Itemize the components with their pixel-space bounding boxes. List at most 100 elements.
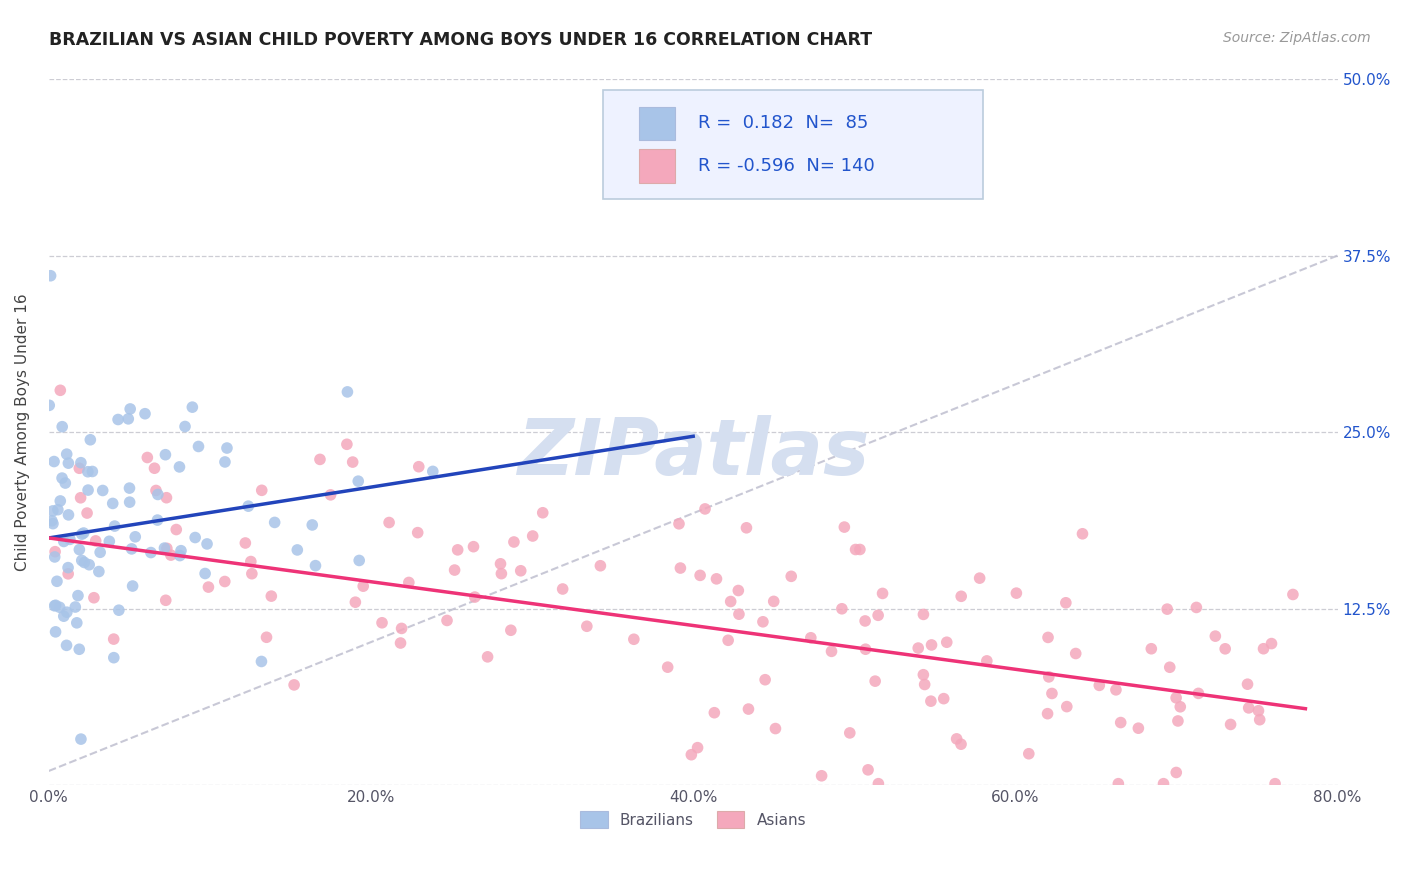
Point	[156, 541, 179, 556]
Point	[706, 572, 728, 586]
Point	[1253, 641, 1275, 656]
Point	[41, 514, 63, 528]
Point	[1036, 631, 1059, 645]
Point	[391, 622, 413, 636]
Point	[52, 534, 75, 549]
Point	[1105, 682, 1128, 697]
Point	[347, 474, 370, 488]
Point	[1109, 715, 1132, 730]
Point	[84, 533, 107, 548]
Point	[868, 608, 890, 623]
Point	[1166, 765, 1188, 780]
Point	[56, 605, 79, 619]
Point	[169, 459, 191, 474]
Point	[464, 590, 486, 604]
Point	[76, 506, 98, 520]
Point	[256, 630, 278, 644]
Point	[70, 527, 93, 541]
Point	[87, 565, 110, 579]
Point	[1236, 677, 1258, 691]
Point	[1168, 699, 1191, 714]
Point	[575, 619, 598, 633]
Point	[77, 483, 100, 497]
Point	[765, 722, 787, 736]
Point	[1249, 713, 1271, 727]
Point	[44, 549, 66, 564]
Point	[344, 595, 367, 609]
Point	[121, 541, 143, 556]
Point	[1264, 777, 1286, 791]
Point	[263, 516, 285, 530]
Point	[754, 673, 776, 687]
Point	[91, 483, 114, 498]
Point	[491, 566, 513, 581]
Point	[1247, 704, 1270, 718]
Point	[1005, 586, 1028, 600]
Point	[38, 398, 60, 412]
Point	[443, 563, 465, 577]
Point	[89, 545, 111, 559]
Point	[728, 607, 751, 622]
Point	[347, 553, 370, 567]
Point	[720, 594, 742, 608]
Point	[1088, 678, 1111, 692]
Point	[945, 731, 967, 746]
Point	[72, 526, 94, 541]
Point	[49, 494, 72, 508]
Point	[1107, 777, 1129, 791]
Point	[849, 542, 872, 557]
Point	[853, 614, 876, 628]
Point	[66, 615, 89, 630]
Point	[143, 461, 166, 475]
Point	[42, 454, 65, 468]
Point	[301, 518, 323, 533]
Point	[108, 603, 131, 617]
Point	[239, 555, 262, 569]
Point	[950, 737, 973, 751]
Point	[70, 456, 93, 470]
FancyBboxPatch shape	[603, 89, 983, 199]
Point	[336, 437, 359, 451]
Point	[1064, 647, 1087, 661]
Point	[969, 571, 991, 585]
Point	[717, 633, 740, 648]
Point	[920, 694, 942, 708]
Point	[422, 464, 444, 478]
Point	[522, 529, 544, 543]
Point	[67, 542, 90, 557]
Point	[51, 471, 73, 485]
Point	[169, 549, 191, 563]
Point	[1071, 526, 1094, 541]
Point	[1159, 660, 1181, 674]
Point	[352, 579, 374, 593]
Point	[845, 542, 868, 557]
Point	[834, 520, 856, 534]
Point	[134, 407, 156, 421]
Point	[780, 569, 803, 583]
Point	[55, 447, 77, 461]
Point	[319, 488, 342, 502]
Point	[342, 455, 364, 469]
Point	[65, 600, 87, 615]
Point	[1204, 629, 1226, 643]
Point	[703, 706, 725, 720]
Point	[170, 543, 193, 558]
Point	[935, 635, 957, 649]
Point	[52, 609, 75, 624]
Point	[53, 476, 76, 491]
Point	[406, 525, 429, 540]
Point	[727, 583, 749, 598]
Point	[907, 641, 929, 656]
Point	[194, 566, 217, 581]
Point	[800, 631, 823, 645]
Point	[45, 624, 67, 639]
Point	[250, 655, 273, 669]
Point	[187, 440, 209, 454]
Point	[1282, 587, 1305, 601]
Y-axis label: Child Poverty Among Boys Under 16: Child Poverty Among Boys Under 16	[15, 293, 30, 571]
Point	[503, 535, 526, 549]
Point	[408, 459, 430, 474]
Point	[304, 558, 326, 573]
Point	[44, 544, 66, 558]
Point	[509, 564, 531, 578]
